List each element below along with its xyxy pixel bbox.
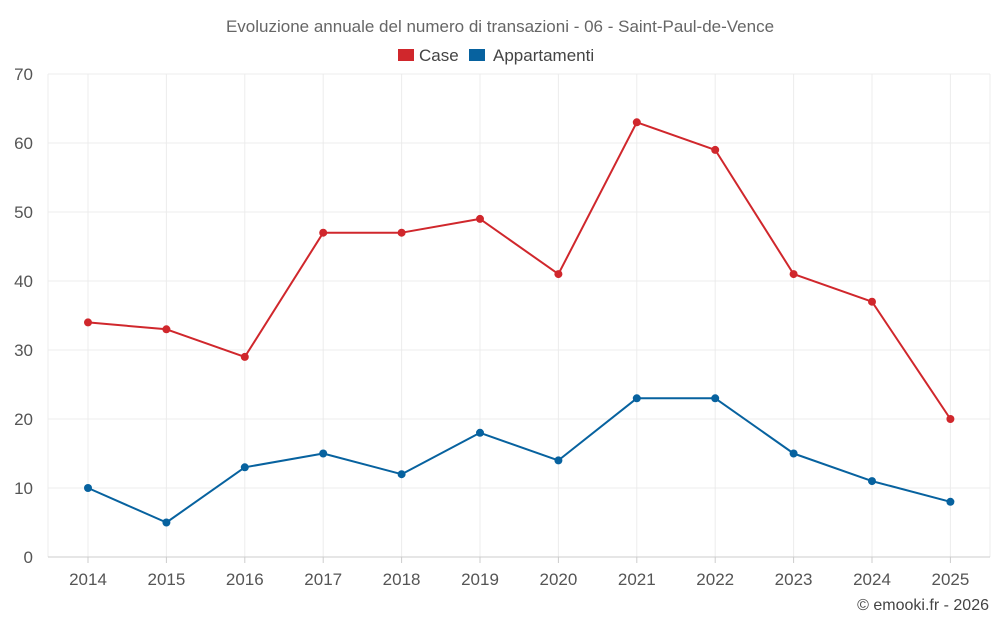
x-tick-label: 2015 (147, 570, 185, 589)
x-tick-label: 2018 (383, 570, 421, 589)
y-tick-label: 0 (24, 548, 33, 567)
data-point-appartamenti (946, 497, 955, 506)
x-tick-label: 2025 (931, 570, 969, 589)
data-point-case (476, 214, 484, 223)
data-point-appartamenti (240, 463, 249, 472)
x-tick-label: 2016 (226, 570, 264, 589)
legend-swatch-case (398, 49, 414, 61)
y-tick-label: 30 (14, 341, 33, 360)
legend-swatch-appartamenti (469, 49, 485, 61)
y-tick-label: 10 (14, 479, 33, 498)
data-point-case (554, 270, 563, 279)
y-tick-label: 60 (14, 134, 33, 153)
data-point-case (789, 270, 798, 279)
data-point-appartamenti (632, 394, 641, 403)
series-line-appartamenti (87, 397, 951, 524)
data-point-appartamenti (868, 477, 876, 486)
data-point-appartamenti (162, 518, 171, 527)
credit-label: © emooki.fr - 2026 (857, 597, 989, 614)
axes: 0 10 20 30 40 50 60 70 2014 2015 2016 2017 2018 2019 2… (14, 65, 990, 589)
data-point-appartamenti (319, 449, 328, 458)
data-point-case (946, 415, 955, 423)
y-tick-label: 20 (14, 410, 33, 429)
data-point-appartamenti (789, 449, 798, 458)
legend-label-appartamenti: Appartamenti (493, 46, 594, 65)
data-point-case (397, 228, 406, 237)
data-point-case (240, 352, 249, 361)
data-point-appartamenti (476, 428, 484, 437)
data-point-appartamenti (84, 484, 92, 492)
x-tick-label: 2014 (69, 570, 107, 589)
data-point-case (632, 118, 641, 127)
x-tick-label: 2021 (618, 570, 656, 589)
data-point-appartamenti (397, 470, 406, 479)
series-line-case (87, 121, 952, 420)
x-tick-label: 2023 (775, 570, 813, 589)
data-point-appartamenti (711, 394, 720, 403)
y-tick-label: 50 (14, 203, 33, 222)
y-tick-label: 70 (14, 65, 33, 84)
series-layer (84, 118, 955, 527)
x-tick-label: 2019 (461, 570, 499, 589)
data-point-case (84, 318, 92, 327)
chart-title: Evoluzione annuale del numero di transaz… (226, 17, 774, 36)
x-tick-label: 2024 (853, 570, 891, 589)
data-point-appartamenti (554, 456, 563, 465)
data-point-case (162, 325, 171, 334)
data-point-case (868, 297, 876, 306)
x-tick-label: 2020 (539, 570, 577, 589)
x-tick-label: 2022 (696, 570, 734, 589)
legend: Case Appartamenti (398, 46, 594, 65)
x-tick-label: 2017 (304, 570, 342, 589)
legend-label-case: Case (419, 46, 459, 65)
data-point-case (319, 228, 328, 237)
grid-lines (47, 73, 991, 557)
data-point-case (711, 145, 720, 154)
y-tick-label: 40 (14, 272, 33, 291)
